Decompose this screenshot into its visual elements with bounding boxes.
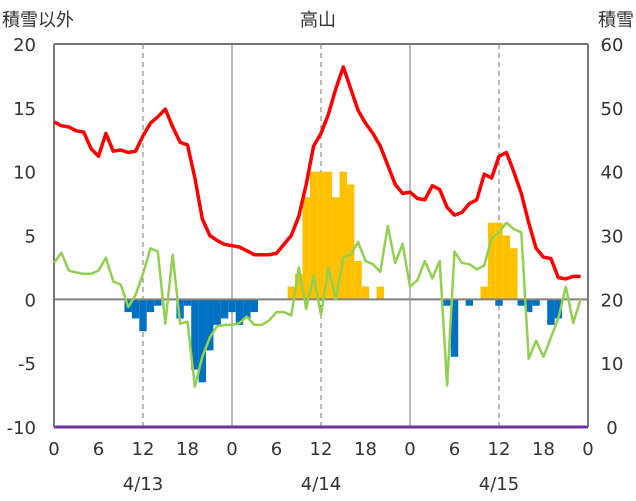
date-label: 4/14: [301, 474, 341, 495]
left-y-tick-label: 15: [13, 99, 36, 120]
precip_neg-bar: [139, 299, 147, 332]
precip_neg-bar: [250, 299, 258, 313]
left-y-tick-label: 5: [25, 227, 36, 248]
precip_neg-bar: [220, 299, 229, 319]
precip_neg-bar: [146, 299, 155, 313]
precip_neg-bar: [183, 299, 192, 306]
precip_neg-bar: [495, 299, 503, 306]
precip_neg-bar: [554, 299, 563, 319]
snowfall-bar: [480, 286, 488, 300]
snowfall-bar: [495, 222, 503, 300]
snowfall-bar: [317, 171, 325, 300]
snowfall-bar: [295, 273, 303, 300]
left-y-tick-label: 10: [13, 163, 36, 184]
right-y-tick-label: 30: [601, 227, 624, 248]
x-tick-label: 12: [132, 439, 155, 460]
precip_neg-bar: [228, 299, 236, 313]
precip_neg-bar: [443, 299, 451, 306]
axes: [53, 43, 589, 429]
snowfall-bar: [502, 235, 511, 300]
precip_neg-bar: [524, 299, 533, 313]
precip_neg-bar: [131, 299, 140, 319]
precip_neg-bar: [465, 299, 474, 306]
precip_neg-bar: [450, 299, 459, 357]
precip_neg-bar: [532, 299, 540, 306]
x-tick-label: 0: [582, 439, 593, 460]
x-tick-label: 18: [354, 439, 377, 460]
precip_neg-bar: [191, 299, 199, 370]
x-tick-label: 6: [449, 439, 460, 460]
right-y-tick-label: 10: [601, 354, 624, 375]
precip_neg-bar: [235, 299, 244, 325]
snowfall-bar: [309, 171, 318, 300]
x-tick-label: 0: [226, 439, 237, 460]
left-axis-title: 積雪以外: [2, 10, 74, 31]
precip_neg-bar: [154, 299, 162, 306]
snowfall-bar: [361, 286, 370, 300]
x-tick-label: 0: [48, 439, 59, 460]
snow_depth-line: [52, 221, 582, 389]
precip_neg-bar: [517, 299, 525, 306]
left-y-tick-label: 0: [25, 290, 36, 311]
x-tick-label: 6: [93, 439, 104, 460]
temperature-line: [53, 65, 581, 281]
snowfall-bar: [287, 286, 296, 300]
snowfall-bar: [302, 197, 310, 300]
snowfall-bar: [376, 286, 385, 300]
right-y-tick-label: 40: [601, 163, 624, 184]
x-tick-label: 12: [488, 439, 511, 460]
bars: [124, 171, 563, 383]
precip_neg-bar: [176, 299, 184, 319]
precip_neg-bar: [243, 299, 251, 319]
right-axis-title: 積雪: [598, 10, 634, 31]
precip_neg-bar: [213, 299, 221, 325]
date-label: 4/15: [479, 474, 519, 495]
date-label: 4/13: [123, 474, 163, 495]
left-y-tick-label: 20: [13, 35, 36, 56]
x-tick-label: 12: [310, 439, 333, 460]
x-tick-label: 18: [532, 439, 555, 460]
right-y-tick-label: 20: [601, 290, 624, 311]
snowfall-bar: [346, 184, 355, 300]
chart-title: 高山: [300, 10, 336, 31]
snowfall-bar: [339, 171, 347, 300]
x-tick-label: 18: [176, 439, 199, 460]
right-y-tick-label: 0: [606, 418, 617, 439]
precip_neg-bar: [198, 299, 207, 383]
precip_neg-bar: [547, 299, 555, 325]
right-y-tick-label: 50: [601, 99, 624, 120]
x-tick-label: 0: [404, 439, 415, 460]
series-lines: [52, 65, 582, 389]
left-y-tick-label: -10: [7, 418, 36, 439]
x-tick-label: 6: [271, 439, 282, 460]
snowfall-bar: [487, 222, 496, 300]
left-y-tick-label: -5: [18, 354, 36, 375]
snowfall-bar: [354, 261, 362, 300]
right-y-tick-label: 60: [601, 35, 624, 56]
precip_neg-bar: [206, 299, 214, 351]
snowfall-bar: [332, 197, 340, 300]
snowfall-bar: [324, 171, 333, 300]
snowfall-bar: [510, 248, 518, 300]
